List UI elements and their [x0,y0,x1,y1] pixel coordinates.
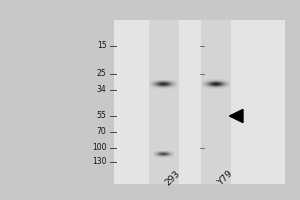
Bar [201,20,231,184]
Text: Y79: Y79 [216,169,234,187]
Text: 70: 70 [97,128,106,136]
Text: 34: 34 [97,85,106,94]
Bar [148,20,178,184]
Text: 100: 100 [92,144,106,152]
Text: 130: 130 [92,158,106,166]
Text: 25: 25 [97,70,106,78]
Text: 293: 293 [164,169,182,187]
Bar [114,20,285,184]
Text: 55: 55 [97,112,106,120]
Text: 15: 15 [97,42,106,50]
Polygon shape [230,109,243,123]
